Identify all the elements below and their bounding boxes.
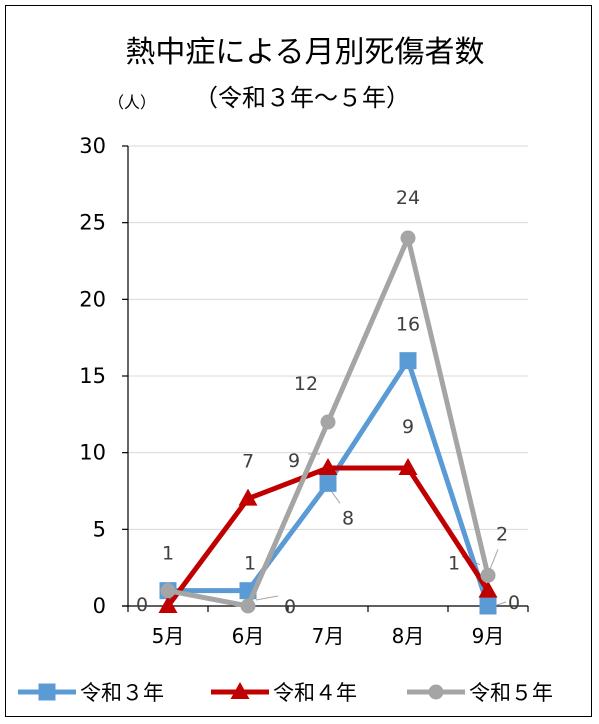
x-tick-label: 7月 — [312, 624, 345, 648]
data-label: 16 — [396, 314, 420, 336]
legend-item-3: 令和５年 — [407, 681, 553, 705]
data-label: 8 — [342, 507, 354, 529]
x-tick-label: 6月 — [232, 624, 265, 648]
leader-line — [489, 549, 499, 570]
y-tick-label: 15 — [79, 364, 106, 388]
y-unit-label: （人） — [108, 93, 156, 112]
data-labels: 1 0 7 1 0 12 9 8 24 16 9 2 1 0 — [136, 187, 520, 618]
data-label: 1 — [244, 553, 256, 575]
y-tick-labels: 0 5 10 15 20 25 30 — [79, 134, 106, 618]
data-point — [478, 580, 498, 598]
data-label: 24 — [396, 187, 420, 209]
series-2 — [158, 458, 498, 613]
data-point — [479, 597, 497, 615]
data-label: 9 — [402, 416, 414, 438]
data-label: 1 — [162, 543, 174, 565]
data-label: 0 — [284, 596, 296, 618]
data-point — [319, 474, 337, 492]
data-point — [398, 458, 418, 475]
legend-item-1: 令和３年 — [18, 681, 164, 705]
legend: 令和３年 令和４年 令和５年 — [18, 681, 553, 705]
legend-item-2: 令和４年 — [211, 681, 357, 705]
data-label: 2 — [496, 523, 508, 545]
data-label: 1 — [448, 553, 460, 575]
y-tick-label: 30 — [79, 134, 106, 158]
data-point — [158, 596, 178, 613]
data-point — [160, 583, 176, 599]
data-point — [320, 414, 336, 430]
data-point — [399, 352, 417, 370]
legend-label: 令和３年 — [80, 681, 164, 705]
y-tick-label: 20 — [79, 287, 106, 311]
y-tick-label: 0 — [93, 594, 106, 618]
legend-marker — [230, 682, 250, 699]
series-3 — [160, 230, 496, 614]
legend-marker — [428, 684, 444, 700]
data-label: 9 — [288, 450, 300, 472]
x-tick-labels: 5月 6月 7月 8月 9月 — [152, 624, 505, 648]
y-tick-label: 25 — [79, 211, 106, 235]
data-point — [400, 230, 416, 246]
y-tick-label: 5 — [93, 517, 106, 541]
chart-title: 熱中症による月別死傷者数 — [125, 35, 484, 70]
x-tick-label: 9月 — [472, 624, 505, 648]
legend-label: 令和５年 — [469, 681, 553, 705]
data-label: 7 — [242, 451, 254, 473]
data-point — [480, 567, 496, 583]
data-point — [238, 488, 258, 506]
series-layer — [158, 230, 498, 615]
data-label: 0 — [136, 594, 148, 616]
x-tick-label: 5月 — [152, 624, 185, 648]
leader-line — [255, 595, 279, 601]
x-tick-label: 8月 — [392, 624, 425, 648]
data-point — [240, 598, 256, 614]
data-label: 12 — [294, 373, 318, 395]
data-point — [318, 458, 338, 475]
axes — [122, 145, 529, 612]
y-tick-label: 10 — [79, 441, 106, 465]
legend-marker — [38, 683, 56, 701]
legend-label: 令和４年 — [273, 681, 357, 705]
data-label: 0 — [508, 592, 520, 614]
chart-subtitle: （令和３年～５年） — [194, 84, 410, 112]
